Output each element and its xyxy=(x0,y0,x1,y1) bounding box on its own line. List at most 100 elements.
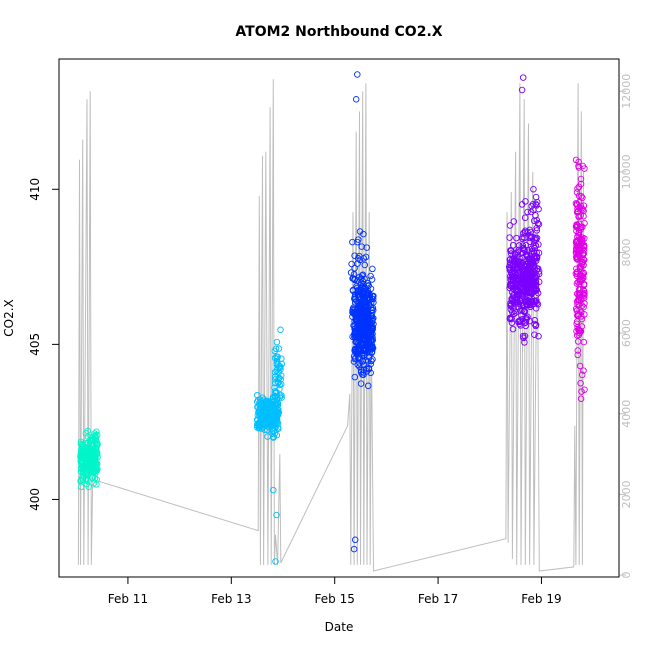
data-point xyxy=(514,249,522,256)
data-point xyxy=(524,301,531,308)
data-point xyxy=(273,511,280,519)
data-point xyxy=(262,397,270,405)
data-point xyxy=(510,218,518,225)
data-point xyxy=(573,200,581,207)
data-point xyxy=(576,362,584,370)
data-point xyxy=(359,271,367,278)
data-point xyxy=(363,244,370,251)
data-point xyxy=(530,261,538,269)
co2-point-layer xyxy=(77,71,588,565)
data-point xyxy=(575,192,583,200)
data-point xyxy=(578,302,586,309)
data-point xyxy=(364,382,372,390)
data-point xyxy=(533,227,541,234)
y-right-tick-label: 0 xyxy=(620,571,633,578)
data-point xyxy=(360,361,367,369)
data-point xyxy=(360,371,367,378)
data-point xyxy=(578,193,585,200)
data-point xyxy=(356,345,363,353)
data-point xyxy=(357,279,365,287)
data-point xyxy=(362,253,370,261)
data-point xyxy=(577,395,585,402)
data-point xyxy=(576,251,583,258)
data-point xyxy=(522,241,530,249)
data-point xyxy=(273,338,281,346)
data-point xyxy=(349,309,356,316)
data-point xyxy=(580,281,588,289)
data-point xyxy=(521,214,529,221)
data-point xyxy=(577,379,584,387)
data-point xyxy=(573,245,580,252)
data-point xyxy=(357,303,365,310)
data-point xyxy=(272,389,279,396)
data-point xyxy=(573,209,581,216)
data-point xyxy=(518,201,526,208)
data-point xyxy=(357,328,364,336)
data-point xyxy=(531,317,539,324)
data-point xyxy=(262,401,269,409)
data-point xyxy=(273,412,281,419)
data-point xyxy=(360,295,368,302)
y-right-tick-label: 12000 xyxy=(620,74,633,109)
data-point xyxy=(278,360,286,368)
data-point xyxy=(526,262,533,270)
data-point xyxy=(355,290,362,298)
data-point xyxy=(535,278,543,286)
data-point xyxy=(533,216,541,224)
data-point xyxy=(575,162,582,170)
data-point xyxy=(354,71,361,78)
data-point xyxy=(366,290,373,298)
data-point xyxy=(521,332,529,340)
data-point xyxy=(93,442,101,449)
data-point xyxy=(527,276,535,284)
chart-title: ATOM2 Northbound CO2.X xyxy=(235,24,442,40)
data-point xyxy=(572,249,580,256)
data-point xyxy=(368,328,375,335)
data-point xyxy=(368,276,376,283)
data-point xyxy=(576,286,584,293)
data-point xyxy=(581,242,588,249)
data-point xyxy=(573,189,581,196)
data-point xyxy=(93,428,100,435)
data-point xyxy=(514,264,521,272)
data-point xyxy=(522,293,530,300)
data-point xyxy=(361,329,369,337)
data-point xyxy=(530,185,537,193)
data-point xyxy=(515,317,523,325)
data-point xyxy=(360,230,367,238)
data-point xyxy=(81,454,89,461)
y-axis-label: CO2.X xyxy=(2,299,16,337)
data-point xyxy=(521,339,528,346)
data-point xyxy=(266,406,273,413)
data-point xyxy=(581,235,588,242)
data-point xyxy=(360,287,368,295)
data-point xyxy=(531,236,538,243)
data-point xyxy=(270,486,277,494)
x-tick-label: Feb 19 xyxy=(521,592,561,606)
data-point xyxy=(576,276,583,284)
data-point xyxy=(87,463,95,470)
data-point xyxy=(532,193,540,201)
data-point xyxy=(353,284,361,292)
x-tick-label: Feb 13 xyxy=(211,592,251,606)
data-point xyxy=(535,332,542,340)
data-point xyxy=(361,261,369,269)
data-point xyxy=(580,367,587,374)
data-point xyxy=(361,275,368,283)
data-point xyxy=(277,381,285,388)
data-point xyxy=(530,217,538,225)
data-point xyxy=(275,375,282,382)
data-point xyxy=(262,419,270,426)
data-point xyxy=(354,260,361,267)
data-point xyxy=(577,223,585,231)
y-left-tick-label: 410 xyxy=(28,178,42,201)
data-point xyxy=(349,333,356,341)
data-point xyxy=(506,314,514,322)
data-point xyxy=(82,450,89,457)
data-point xyxy=(369,265,376,273)
data-point xyxy=(370,314,377,322)
data-point xyxy=(520,334,527,342)
data-point xyxy=(254,404,262,411)
data-point xyxy=(578,313,585,320)
data-point xyxy=(271,401,278,408)
